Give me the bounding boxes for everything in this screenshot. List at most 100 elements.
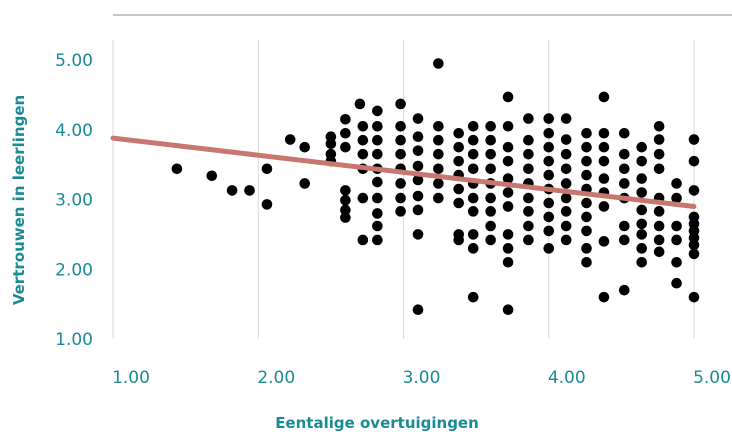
data-point-69 (467, 120, 479, 132)
data-point-37 (395, 98, 406, 110)
data-point-117 (543, 243, 555, 254)
data-point-175 (671, 234, 682, 246)
data-point-29 (372, 134, 383, 146)
data-point-85 (485, 206, 496, 217)
data-point-100 (523, 134, 534, 146)
data-point-38 (395, 120, 406, 132)
data-point-147 (618, 148, 630, 160)
trendline-line (110, 135, 697, 209)
y-tick-label-1: 2.00 (55, 260, 93, 280)
data-point-44 (395, 206, 406, 217)
data-point-136 (581, 256, 592, 268)
data-point-148 (618, 163, 630, 175)
data-point-137 (598, 91, 610, 103)
data-point-74 (467, 192, 479, 204)
data-point-93 (502, 187, 514, 198)
data-point-25 (357, 192, 369, 204)
data-point-62 (453, 141, 464, 153)
data-point-15 (340, 141, 351, 153)
data-point-179 (688, 155, 700, 167)
data-point-7 (299, 141, 311, 153)
data-point-172 (671, 178, 682, 189)
data-point-187 (688, 291, 700, 303)
data-point-125 (560, 220, 572, 232)
data-point-112 (543, 169, 555, 181)
data-point-47 (412, 145, 424, 156)
data-point-135 (581, 243, 592, 254)
x-axis-ticks: 1.00 2.00 3.00 4.00 5.00 (112, 368, 731, 388)
data-point-98 (502, 304, 514, 316)
data-point-78 (467, 291, 479, 303)
x-tick-label-2: 3.00 (403, 368, 441, 388)
data-point-20 (354, 98, 366, 110)
data-point-54 (433, 58, 444, 69)
x-tick-label-1: 2.00 (257, 368, 295, 388)
trendline (110, 135, 697, 209)
data-point-129 (581, 155, 592, 167)
data-point-66 (453, 197, 464, 209)
data-point-3 (244, 185, 255, 196)
data-point-26 (357, 234, 369, 246)
data-point-80 (485, 134, 496, 146)
data-point-162 (636, 256, 648, 268)
data-point-157 (636, 187, 648, 198)
data-point-155 (636, 155, 648, 167)
data-point-4 (261, 163, 273, 175)
data-point-185 (688, 239, 700, 251)
data-point-68 (453, 234, 464, 246)
data-point-71 (467, 148, 479, 160)
data-point-171 (653, 246, 665, 258)
data-point-65 (453, 183, 464, 195)
data-point-72 (467, 163, 479, 175)
data-point-50 (412, 190, 424, 202)
data-point-8 (299, 178, 311, 189)
data-point-88 (502, 91, 514, 103)
data-point-57 (433, 148, 444, 160)
data-point-30 (372, 148, 383, 160)
data-point-139 (598, 141, 610, 153)
data-point-76 (467, 229, 479, 240)
data-point-123 (560, 192, 572, 204)
y-tick-label-3: 4.00 (55, 121, 93, 141)
data-point-2 (226, 185, 238, 196)
data-point-108 (543, 113, 555, 124)
data-point-89 (502, 120, 514, 132)
data-point-169 (653, 220, 665, 232)
data-point-90 (502, 141, 514, 153)
data-point-42 (395, 178, 406, 189)
y-tick-label-4: 5.00 (55, 51, 93, 71)
data-point-154 (636, 141, 648, 153)
data-point-151 (618, 220, 630, 232)
data-point-10 (325, 138, 337, 149)
data-point-60 (433, 192, 444, 204)
data-point-143 (598, 201, 610, 212)
data-point-86 (485, 220, 496, 232)
data-point-149 (618, 178, 630, 189)
data-point-92 (502, 173, 514, 184)
data-point-32 (372, 176, 383, 188)
data-point-75 (467, 206, 479, 217)
data-point-40 (395, 148, 406, 160)
data-point-109 (543, 127, 555, 139)
data-point-159 (636, 218, 648, 230)
data-points (171, 58, 700, 316)
data-point-164 (653, 134, 665, 145)
data-point-177 (671, 277, 682, 289)
data-point-144 (598, 236, 610, 247)
y-axis-ticks: 1.00 2.00 3.00 4.00 5.00 (55, 51, 93, 350)
data-point-118 (560, 113, 572, 124)
data-point-51 (412, 204, 424, 216)
data-point-5 (261, 199, 273, 210)
data-point-121 (560, 163, 572, 175)
data-point-23 (357, 148, 369, 160)
data-point-6 (284, 134, 296, 145)
data-point-107 (523, 234, 534, 246)
data-point-82 (485, 163, 496, 175)
data-point-166 (653, 163, 665, 175)
data-point-134 (581, 225, 592, 237)
data-point-48 (412, 160, 424, 172)
data-point-22 (357, 134, 369, 146)
data-point-19 (340, 212, 351, 223)
data-point-111 (543, 155, 555, 167)
data-point-33 (372, 192, 383, 204)
